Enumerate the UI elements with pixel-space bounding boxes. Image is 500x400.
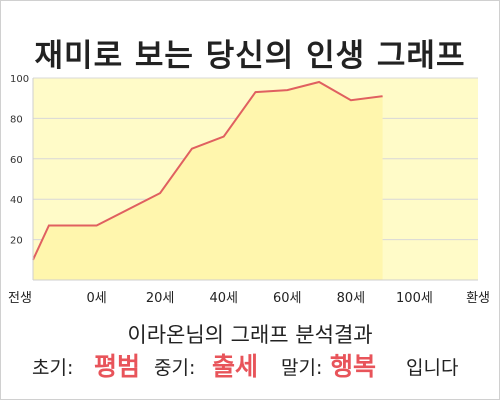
chart-title: 재미로 보는 당신의 인생 그래프	[34, 38, 466, 74]
x-tick-label-4: 60세	[273, 291, 302, 306]
y-tick-label-100: 100	[10, 74, 29, 85]
series-line	[32, 80, 383, 261]
x-tick-label-0: 전생	[8, 291, 32, 306]
y-tick-label-80: 80	[10, 114, 23, 125]
late-value: 행복	[330, 352, 377, 381]
result-subtitle: 이라온님의 그래프 분석결과	[127, 323, 373, 347]
y-tick-labels: 20 40 60 80 100	[10, 74, 29, 247]
y-tick-label-20: 20	[10, 236, 23, 247]
x-tick-label-7: 환생	[466, 291, 490, 306]
ending-text: 입니다	[406, 357, 459, 379]
x-tick-label-6: 100세	[396, 291, 433, 306]
early-value: 평범	[94, 352, 141, 381]
x-tick-label-2: 20세	[146, 291, 175, 306]
x-tick-label-5: 80세	[337, 291, 366, 306]
x-tick-label-1: 0세	[86, 291, 106, 306]
y-tick-label-40: 40	[10, 195, 23, 206]
x-tick-label-3: 40세	[209, 291, 238, 306]
y-tick-label-60: 60	[10, 155, 23, 166]
mid-label: 중기:	[154, 357, 196, 379]
late-label: 말기:	[281, 357, 323, 379]
area-fill	[33, 82, 383, 280]
x-tick-labels: 전생 0세 20세 40세 60세 80세 100세 환생	[8, 291, 490, 306]
result-summary: 초기: 평범 중기: 출세 말기: 행복 입니다	[0, 345, 500, 385]
mid-value: 출세	[212, 352, 259, 381]
life-graph-chart: 20 40 60 80 100 전생 0세 20세 40세 60세 80세 100세 환생	[8, 74, 490, 306]
early-label: 초기:	[32, 357, 74, 379]
